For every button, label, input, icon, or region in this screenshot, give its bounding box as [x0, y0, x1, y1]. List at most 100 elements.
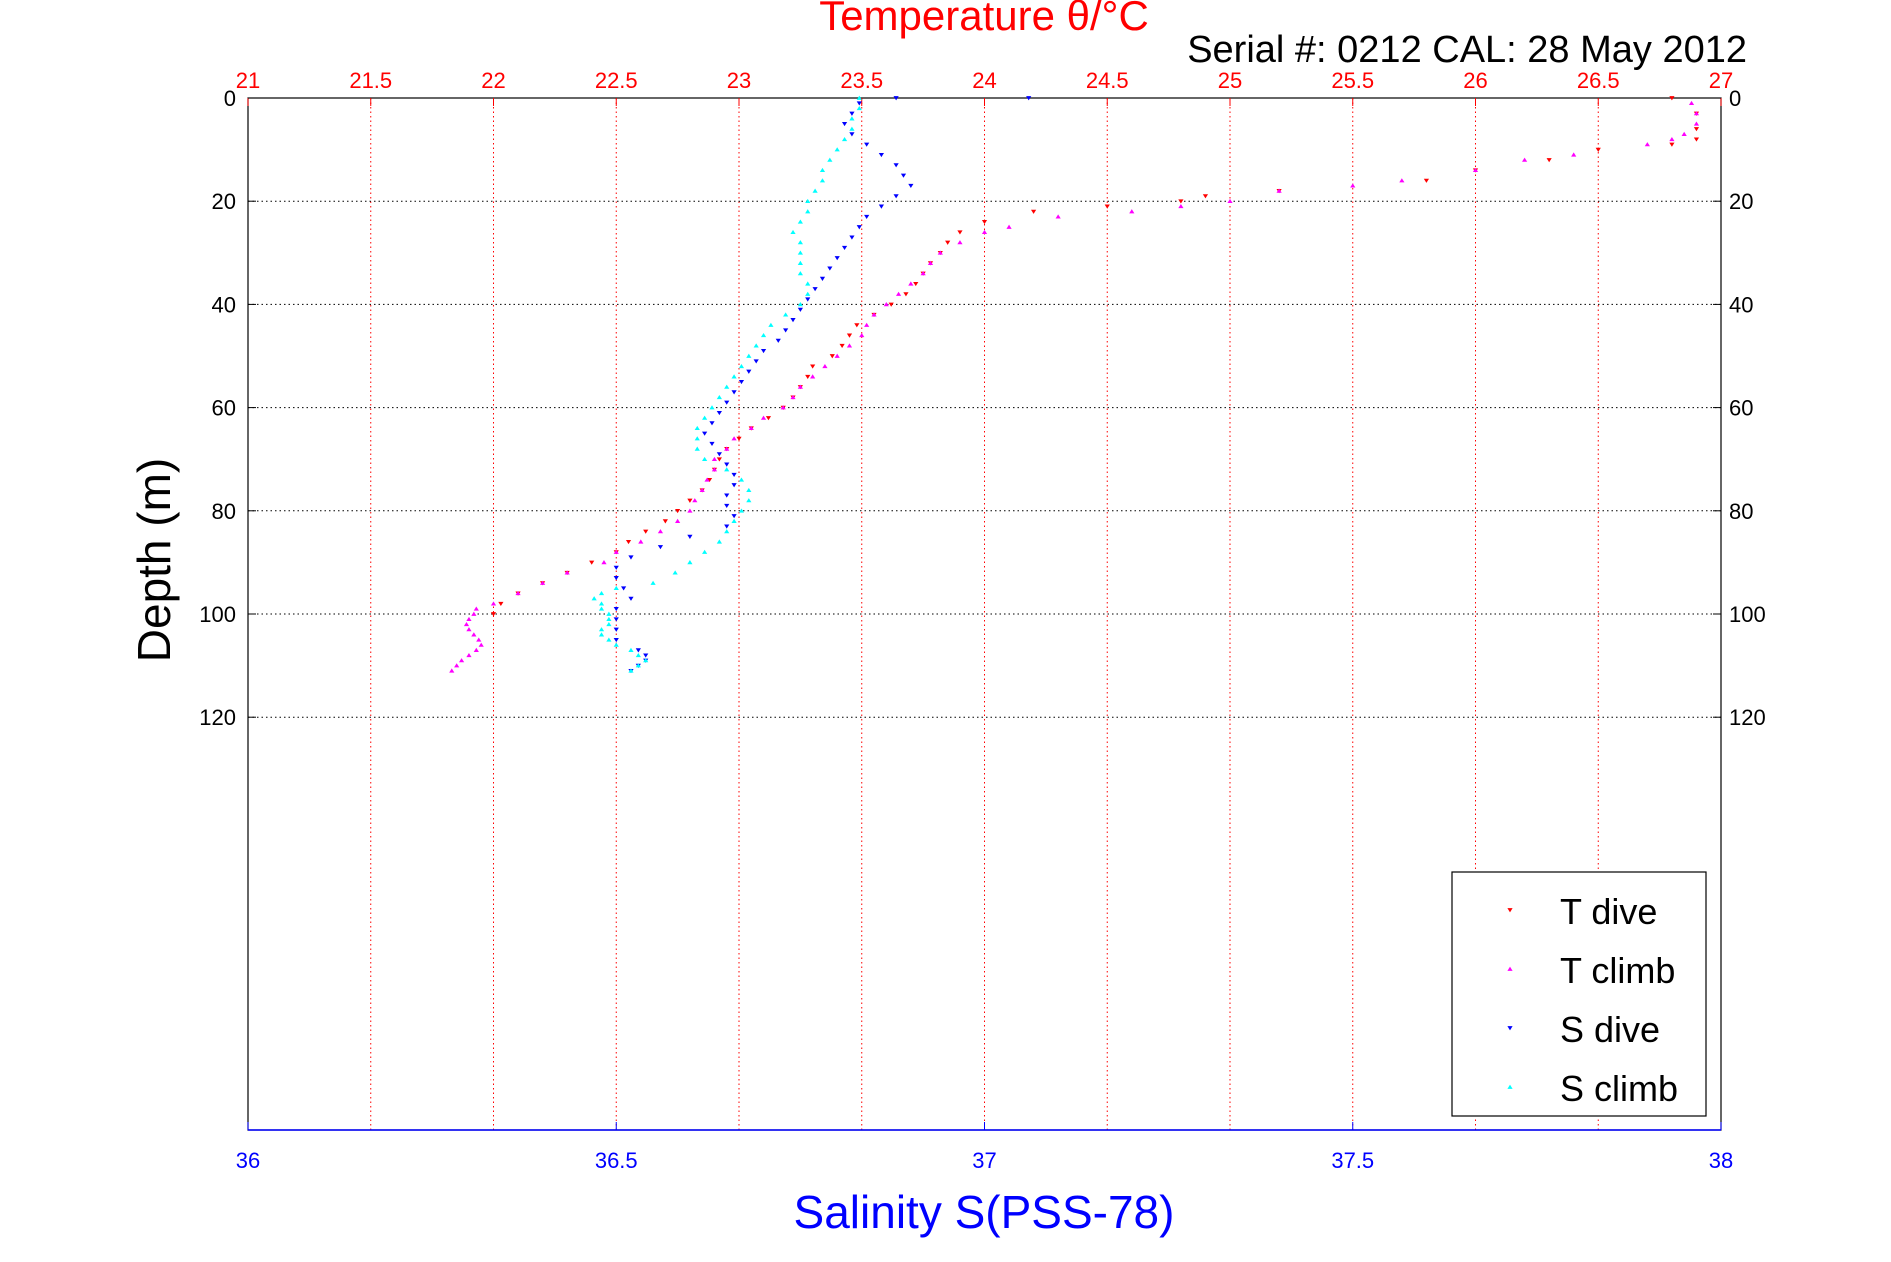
data-point: [724, 400, 730, 405]
data-point: [635, 652, 641, 658]
data-point: [466, 616, 472, 621]
data-point: [643, 653, 649, 658]
bottom-tick-label: 37: [972, 1148, 996, 1173]
series-s-climb: [591, 95, 862, 673]
data-point: [893, 96, 899, 101]
data-point: [613, 607, 619, 612]
legend-box: [1451, 871, 1707, 1117]
data-point: [473, 606, 479, 611]
data-point: [702, 431, 708, 436]
data-point: [724, 503, 730, 508]
data-point: [463, 621, 470, 627]
bottom-axis-title: Salinity S(PSS-78): [794, 1186, 1175, 1238]
data-point: [834, 353, 840, 358]
data-point: [490, 601, 497, 606]
data-point: [797, 307, 803, 312]
data-point: [716, 457, 722, 462]
data-point: [805, 281, 811, 286]
data-point: [606, 621, 612, 627]
data-point: [702, 549, 708, 554]
y-tick-label-right: 20: [1729, 189, 1753, 214]
data-point: [1669, 136, 1675, 142]
data-point: [812, 287, 818, 292]
data-point: [893, 194, 899, 199]
data-point: [490, 612, 497, 617]
data-point: [1104, 204, 1110, 209]
data-point: [1693, 127, 1700, 132]
data-point: [945, 240, 951, 245]
data-point: [613, 565, 619, 570]
data-point: [724, 467, 730, 472]
data-point: [864, 142, 870, 147]
data-point: [1178, 204, 1184, 209]
top-axis-title: Temperature θ/°C: [819, 0, 1149, 39]
data-point: [591, 596, 597, 601]
data-point: [704, 477, 710, 482]
data-point: [810, 364, 816, 369]
top-tick-label: 22.5: [595, 68, 638, 93]
data-point: [694, 436, 700, 441]
data-point: [846, 343, 853, 348]
top-tick-label: 26.5: [1577, 68, 1620, 93]
data-point: [903, 292, 909, 297]
data-point: [746, 487, 752, 492]
bottom-tick-label: 36.5: [595, 1148, 638, 1173]
data-point: [797, 219, 803, 224]
data-point: [638, 539, 644, 544]
data-point: [1546, 158, 1552, 163]
data-point: [724, 384, 730, 389]
data-point: [812, 188, 818, 193]
top-tick-label: 25.5: [1331, 68, 1374, 93]
data-point: [694, 446, 700, 451]
legend-marker: [1507, 1026, 1513, 1031]
data-point: [841, 121, 848, 127]
data-point: [738, 363, 745, 369]
data-point: [738, 379, 745, 385]
y-tick-label-right: 40: [1729, 292, 1753, 317]
data-point: [805, 374, 811, 379]
data-point: [981, 229, 988, 234]
data-point: [598, 601, 605, 606]
data-point: [859, 333, 865, 338]
data-point: [797, 250, 803, 255]
top-tick-label: 22: [481, 68, 505, 93]
data-point: [753, 359, 759, 364]
data-point: [1202, 194, 1209, 199]
data-point: [765, 416, 772, 421]
data-point: [893, 163, 899, 168]
data-point: [783, 328, 789, 333]
y-tick-label-right: 80: [1729, 499, 1753, 524]
data-point: [628, 596, 634, 601]
data-point: [598, 591, 605, 596]
data-point: [724, 524, 730, 529]
data-point: [841, 136, 848, 142]
data-point: [805, 198, 811, 204]
y-tick-label-right: 0: [1729, 86, 1741, 111]
data-point: [856, 105, 862, 111]
data-point: [687, 508, 693, 513]
series-s-dive: [613, 96, 1032, 674]
data-point: [731, 390, 737, 395]
data-point: [657, 545, 664, 550]
data-point: [621, 586, 627, 591]
top-tick-label: 24.5: [1086, 68, 1129, 93]
data-point: [598, 606, 605, 611]
data-point: [731, 472, 737, 478]
data-point: [908, 281, 914, 286]
bottom-tick-label: 37.5: [1331, 1148, 1374, 1173]
y-tick-label-right: 120: [1729, 705, 1766, 730]
legend-label: S climb: [1560, 1068, 1678, 1109]
data-point: [864, 214, 870, 220]
data-point: [839, 343, 845, 349]
data-point: [748, 425, 754, 431]
data-point: [819, 167, 826, 173]
data-point: [1055, 214, 1061, 219]
data-point: [746, 498, 752, 503]
data-point: [920, 271, 926, 276]
grid: [248, 98, 1721, 1130]
data-point: [805, 209, 811, 214]
data-point: [1669, 96, 1675, 101]
data-point: [716, 539, 722, 544]
data-point: [883, 302, 889, 307]
